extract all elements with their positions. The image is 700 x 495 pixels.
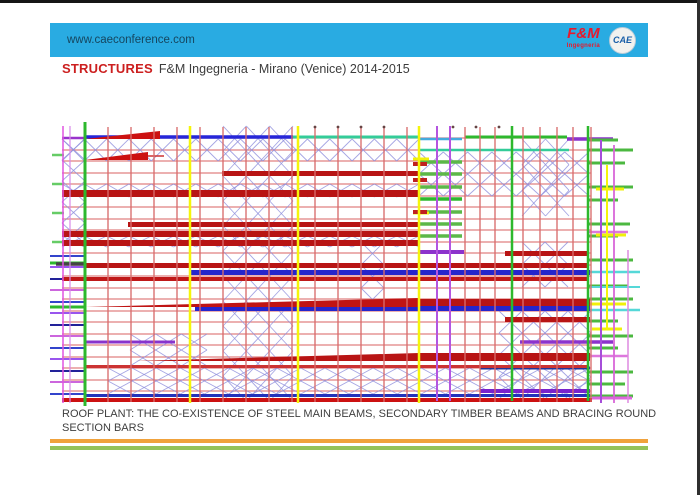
footer-stripe-orange	[50, 439, 648, 443]
caption-line-2: SECTION BARS	[62, 421, 144, 434]
slide-caption: ROOF PLANT: THE CO-EXISTENCE OF STEEL MA…	[62, 408, 656, 435]
window-top-border	[0, 0, 700, 3]
footer-stripe-green	[50, 446, 648, 450]
fm-logo-text: F&M	[567, 25, 600, 42]
window-right-border	[697, 0, 700, 495]
slide-title: STRUCTURES F&M Ingegneria - Mirano (Venic…	[62, 61, 410, 76]
logo-group: F&M Ingegneria CAE	[566, 25, 648, 54]
fm-logo-subtext: Ingegneria	[566, 43, 600, 49]
cae-logo: CAE	[609, 26, 636, 54]
header-bar: www.caeconference.com F&M Ingegneria CAE	[50, 23, 648, 57]
caption-line-1: ROOF PLANT: THE CO-EXISTENCE OF STEEL MA…	[62, 408, 657, 420]
conference-url: www.caeconference.com	[67, 34, 195, 46]
cae-logo-text: CAE	[612, 35, 632, 45]
slide-title-lead: STRUCTURES	[62, 61, 153, 76]
fm-ingegneria-logo: F&M Ingegneria	[566, 25, 600, 52]
slide-title-rest: F&M Ingegneria - Mirano (Venice) 2014-20…	[158, 62, 410, 76]
